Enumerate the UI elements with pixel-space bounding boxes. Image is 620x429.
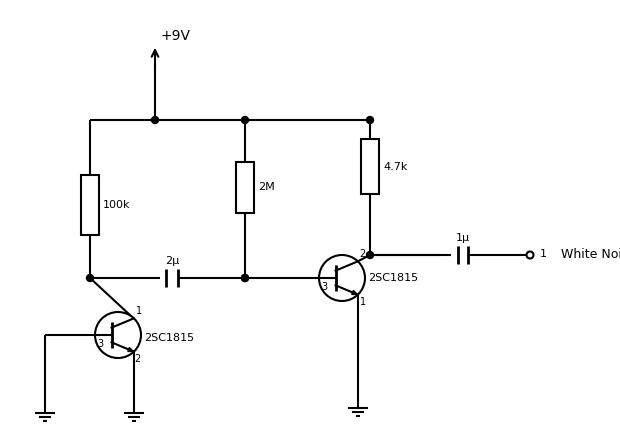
Text: 2: 2 — [135, 353, 141, 363]
Polygon shape — [128, 347, 134, 351]
Circle shape — [319, 255, 365, 301]
Text: 1: 1 — [136, 306, 142, 317]
Text: 100k: 100k — [103, 200, 130, 210]
Circle shape — [87, 275, 94, 281]
Text: 2μ: 2μ — [165, 256, 179, 266]
Text: +9V: +9V — [160, 29, 190, 43]
Text: 1μ: 1μ — [456, 233, 469, 243]
Circle shape — [526, 251, 533, 259]
Polygon shape — [352, 290, 358, 295]
Text: 2SC1815: 2SC1815 — [144, 333, 194, 343]
Text: 1: 1 — [540, 249, 547, 259]
Circle shape — [242, 275, 249, 281]
Text: 1: 1 — [360, 296, 366, 307]
Text: 2: 2 — [360, 249, 366, 260]
Circle shape — [95, 312, 141, 358]
Circle shape — [242, 275, 249, 281]
Circle shape — [151, 117, 159, 124]
Circle shape — [242, 117, 249, 124]
Text: 3: 3 — [97, 339, 103, 349]
Circle shape — [366, 251, 373, 259]
Bar — [81, 175, 99, 235]
Text: 2M: 2M — [258, 182, 275, 193]
Text: 4.7k: 4.7k — [383, 161, 407, 172]
Text: 2SC1815: 2SC1815 — [368, 273, 418, 283]
Bar — [361, 139, 379, 194]
Circle shape — [366, 117, 373, 124]
Text: White Noise: White Noise — [553, 248, 620, 262]
Bar — [236, 162, 254, 213]
Text: 3: 3 — [321, 282, 327, 292]
